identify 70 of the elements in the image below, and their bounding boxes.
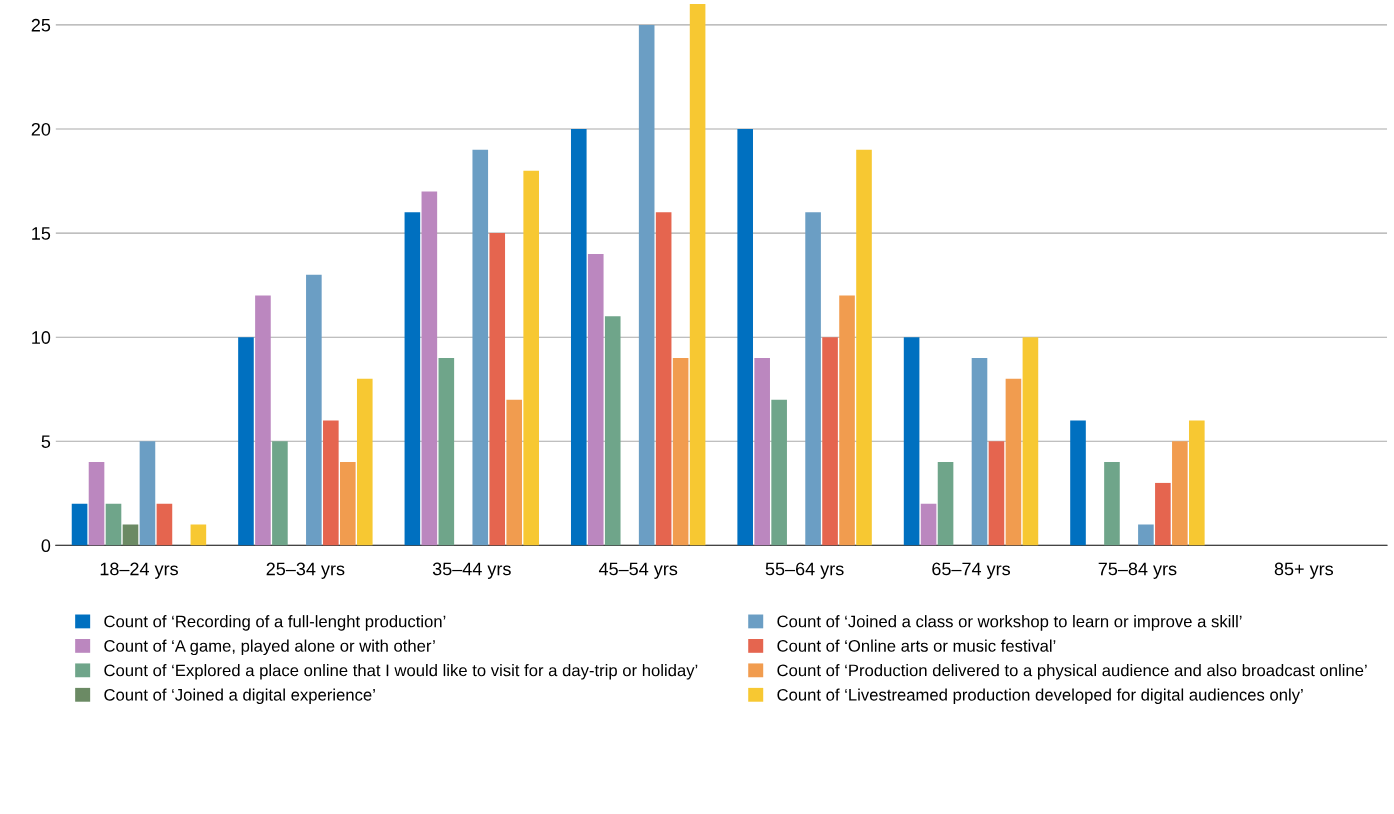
legend-label: Count of ‘A game, played alone or with other’ (104, 639, 435, 656)
bar (340, 462, 356, 546)
x-tick-label: 45–54 yrs (598, 562, 678, 579)
bar (737, 128, 753, 546)
bar (903, 337, 920, 546)
y-tick-label: 15 (32, 227, 51, 240)
bar (1005, 378, 1022, 546)
bar (689, 4, 706, 546)
bar (71, 503, 88, 546)
bar (754, 358, 770, 546)
legend-label: Count of ‘Joined a class or workshop to learn or improve a skill’ (777, 615, 1242, 631)
bar (1104, 462, 1120, 546)
bar (805, 212, 821, 546)
bar (323, 420, 339, 546)
bar (822, 337, 838, 546)
legend-label: Count of ‘Explored a place online that I would like to visit for a day-trip or holiday’ (104, 664, 698, 680)
bar (421, 191, 438, 546)
x-tick-label: 18–24 yrs (100, 562, 178, 579)
legend-label: Count of ‘Recording of a full-lenght production’ (104, 615, 446, 631)
bar (920, 503, 937, 546)
x-tick-label: 65–74 yrs (932, 562, 1011, 579)
bar (971, 358, 988, 546)
bar (523, 170, 539, 546)
bar (105, 503, 122, 546)
legend-label: Count of ‘Online arts or music festival’ (777, 639, 1056, 652)
bar (672, 358, 689, 546)
bar (1070, 420, 1086, 546)
bar (988, 441, 1005, 546)
legend-label: Count of ‘Joined a digital experience’ (104, 688, 375, 705)
bar (638, 24, 655, 546)
bar (1138, 524, 1154, 546)
bar (190, 524, 207, 546)
bar (937, 462, 954, 546)
bar (438, 358, 455, 546)
y-tick-label: 25 (31, 18, 51, 32)
bar (139, 441, 156, 546)
bar (506, 399, 523, 546)
bar (771, 399, 787, 546)
bar (604, 316, 621, 546)
legend-label: Count of ‘Production delivered to a physical audience and also broadcast online’ (777, 664, 1367, 680)
bar (1189, 420, 1205, 546)
bar (1172, 441, 1188, 546)
y-tick-label: 0 (41, 539, 51, 553)
bar (1155, 482, 1171, 546)
bar (306, 274, 322, 546)
bar (356, 378, 373, 546)
bar (255, 295, 271, 546)
y-tick-label: 10 (32, 331, 51, 344)
y-tick-label: 5 (41, 435, 51, 448)
x-tick-label: 25–34 yrs (266, 562, 345, 579)
bar (238, 337, 254, 546)
bar (156, 503, 173, 546)
x-tick-label: 35–44 yrs (432, 562, 511, 579)
bar (489, 233, 506, 546)
bar (570, 128, 587, 546)
bar (587, 253, 604, 546)
x-tick-label: 75–84 yrs (1098, 562, 1177, 579)
bar (472, 149, 489, 546)
bar (839, 295, 855, 546)
bar (1022, 337, 1039, 546)
x-tick-label: 55–64 yrs (765, 562, 844, 579)
bar (88, 462, 105, 546)
legend-label: Count of ‘Livestreamed production developed for digital audiences only’ (777, 688, 1303, 705)
bar (404, 212, 421, 546)
bar (856, 149, 872, 546)
x-tick-label: 85+ yrs (1274, 562, 1334, 579)
bar (122, 524, 139, 546)
y-tick-label: 20 (31, 122, 51, 136)
bar (655, 212, 672, 546)
bar (272, 441, 288, 546)
